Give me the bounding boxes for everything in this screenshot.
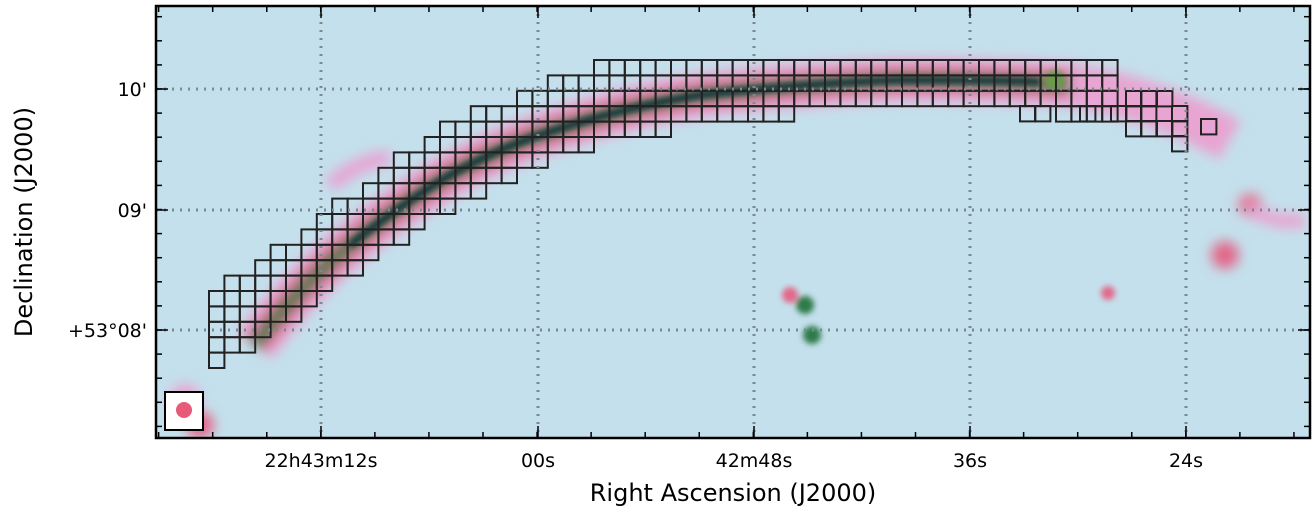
region-box bbox=[777, 105, 796, 123]
plot-frame bbox=[154, 4, 1312, 440]
x-tick-label: 22h43m12s bbox=[265, 450, 378, 472]
region-box bbox=[254, 320, 272, 339]
region-box bbox=[469, 182, 488, 200]
region-box bbox=[300, 290, 318, 308]
region-box bbox=[238, 336, 257, 354]
x-tick-label: 24s bbox=[1169, 450, 1203, 472]
x-axis-label: Right Ascension (J2000) bbox=[590, 479, 877, 507]
region-box bbox=[531, 151, 549, 169]
region-box bbox=[1110, 105, 1128, 123]
region-box bbox=[1156, 90, 1174, 108]
region-box bbox=[285, 305, 303, 323]
y-tick-label: 09' bbox=[118, 200, 147, 222]
region-box bbox=[362, 243, 380, 262]
sky-image bbox=[156, 6, 1310, 438]
region-box bbox=[1034, 105, 1052, 123]
region-box bbox=[1101, 105, 1119, 123]
x-tick-label: 36s bbox=[953, 450, 987, 472]
region-box bbox=[392, 228, 411, 246]
region-box bbox=[1140, 120, 1158, 138]
region-box bbox=[1079, 105, 1097, 123]
region-box bbox=[654, 120, 672, 138]
region-box bbox=[346, 259, 365, 277]
region-box bbox=[208, 351, 226, 370]
region-box bbox=[408, 213, 426, 231]
y-axis-label: Declination (J2000) bbox=[10, 107, 38, 337]
x-tick-label: 00s bbox=[521, 450, 555, 472]
region-box bbox=[1200, 118, 1218, 136]
region-box bbox=[439, 197, 457, 216]
y-tick-label: +53°08' bbox=[68, 320, 147, 342]
x-tick-label: 42m48s bbox=[716, 450, 793, 472]
y-tick-label: 10' bbox=[118, 79, 147, 101]
region-box bbox=[577, 136, 595, 154]
region-box bbox=[500, 166, 519, 185]
region-box bbox=[315, 274, 334, 293]
